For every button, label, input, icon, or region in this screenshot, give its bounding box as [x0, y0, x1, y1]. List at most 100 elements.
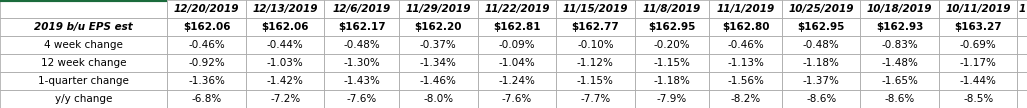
Bar — [1018, 90, 1027, 108]
Bar — [400, 18, 478, 36]
Text: y/y change: y/y change — [55, 94, 112, 104]
Bar — [167, 18, 246, 36]
Text: 11/15/2019: 11/15/2019 — [563, 4, 629, 14]
Bar — [167, 90, 246, 108]
Bar — [939, 54, 1018, 72]
Bar — [782, 0, 861, 18]
Bar — [478, 36, 556, 54]
Bar — [635, 0, 710, 18]
Bar — [478, 72, 556, 90]
Bar — [861, 54, 939, 72]
Text: -0.46%: -0.46% — [188, 40, 225, 50]
Text: 11/22/2019: 11/22/2019 — [484, 4, 549, 14]
Bar — [710, 72, 782, 90]
Bar — [400, 54, 478, 72]
Text: -0.48%: -0.48% — [803, 40, 840, 50]
Bar — [556, 72, 635, 90]
Bar — [556, 0, 635, 18]
Bar — [782, 54, 861, 72]
Text: -0.09%: -0.09% — [498, 40, 535, 50]
Bar — [167, 54, 246, 72]
Bar — [400, 36, 478, 54]
Bar — [246, 54, 325, 72]
Bar — [939, 72, 1018, 90]
Text: $162.06: $162.06 — [183, 22, 230, 32]
Bar — [939, 36, 1018, 54]
Text: -1.18%: -1.18% — [653, 76, 690, 86]
Bar — [635, 72, 710, 90]
Text: 1: 1 — [1019, 4, 1026, 14]
Text: -8.2%: -8.2% — [730, 94, 761, 104]
Bar — [635, 90, 710, 108]
Text: -8.5%: -8.5% — [963, 94, 993, 104]
Text: $162.06: $162.06 — [262, 22, 309, 32]
Text: -0.92%: -0.92% — [188, 58, 225, 68]
Text: -7.2%: -7.2% — [270, 94, 300, 104]
Text: $163.27: $163.27 — [954, 22, 1002, 32]
Bar — [782, 90, 861, 108]
Text: -0.44%: -0.44% — [267, 40, 304, 50]
Text: -0.37%: -0.37% — [420, 40, 457, 50]
Text: -1.15%: -1.15% — [577, 76, 614, 86]
Text: -0.83%: -0.83% — [881, 40, 918, 50]
Bar — [0, 0, 167, 18]
Text: -8.6%: -8.6% — [806, 94, 836, 104]
Bar — [556, 54, 635, 72]
Text: -1.65%: -1.65% — [881, 76, 918, 86]
Bar — [325, 90, 400, 108]
Text: -1.44%: -1.44% — [960, 76, 996, 86]
Text: -1.56%: -1.56% — [727, 76, 764, 86]
Bar — [1018, 72, 1027, 90]
Text: -8.6%: -8.6% — [884, 94, 915, 104]
Bar — [782, 36, 861, 54]
Text: -1.13%: -1.13% — [727, 58, 764, 68]
Bar — [939, 0, 1018, 18]
Bar — [0, 72, 167, 90]
Text: 1-quarter change: 1-quarter change — [38, 76, 129, 86]
Bar — [861, 90, 939, 108]
Bar — [556, 18, 635, 36]
Text: -7.9%: -7.9% — [657, 94, 687, 104]
Text: -1.24%: -1.24% — [498, 76, 535, 86]
Bar — [167, 0, 246, 18]
Bar — [246, 90, 325, 108]
Text: 12/6/2019: 12/6/2019 — [333, 4, 391, 14]
Bar — [478, 54, 556, 72]
Bar — [635, 36, 710, 54]
Text: -1.18%: -1.18% — [803, 58, 840, 68]
Text: 2019 b/u EPS est: 2019 b/u EPS est — [34, 22, 134, 32]
Bar — [710, 90, 782, 108]
Text: 12 week change: 12 week change — [41, 58, 126, 68]
Bar — [782, 18, 861, 36]
Text: $162.80: $162.80 — [722, 22, 769, 32]
Text: -1.37%: -1.37% — [803, 76, 840, 86]
Bar — [246, 72, 325, 90]
Text: 11/1/2019: 11/1/2019 — [717, 4, 774, 14]
Bar — [0, 90, 167, 108]
Bar — [478, 18, 556, 36]
Text: -1.04%: -1.04% — [498, 58, 535, 68]
Text: -6.8%: -6.8% — [192, 94, 222, 104]
Bar — [325, 36, 400, 54]
Text: -1.36%: -1.36% — [188, 76, 225, 86]
Text: -8.0%: -8.0% — [423, 94, 454, 104]
Text: -1.12%: -1.12% — [577, 58, 614, 68]
Text: 4 week change: 4 week change — [44, 40, 123, 50]
Bar — [710, 0, 782, 18]
Text: -1.34%: -1.34% — [420, 58, 457, 68]
Text: -1.30%: -1.30% — [343, 58, 380, 68]
Text: -0.10%: -0.10% — [577, 40, 614, 50]
Text: -0.48%: -0.48% — [343, 40, 380, 50]
Bar — [478, 90, 556, 108]
Bar — [861, 0, 939, 18]
Bar — [325, 0, 400, 18]
Bar — [710, 18, 782, 36]
Bar — [167, 72, 246, 90]
Text: $162.95: $162.95 — [648, 22, 695, 32]
Text: -7.6%: -7.6% — [502, 94, 532, 104]
Bar — [0, 54, 167, 72]
Text: -7.6%: -7.6% — [347, 94, 377, 104]
Bar — [167, 36, 246, 54]
Bar — [1018, 36, 1027, 54]
Text: -0.69%: -0.69% — [960, 40, 996, 50]
